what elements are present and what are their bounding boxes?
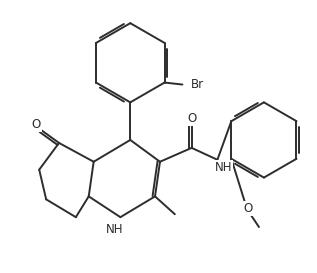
Text: NH: NH: [106, 222, 123, 236]
Text: O: O: [187, 112, 196, 125]
Text: O: O: [243, 202, 253, 215]
Text: O: O: [32, 118, 41, 130]
Text: Br: Br: [191, 78, 204, 91]
Text: NH: NH: [215, 161, 232, 174]
